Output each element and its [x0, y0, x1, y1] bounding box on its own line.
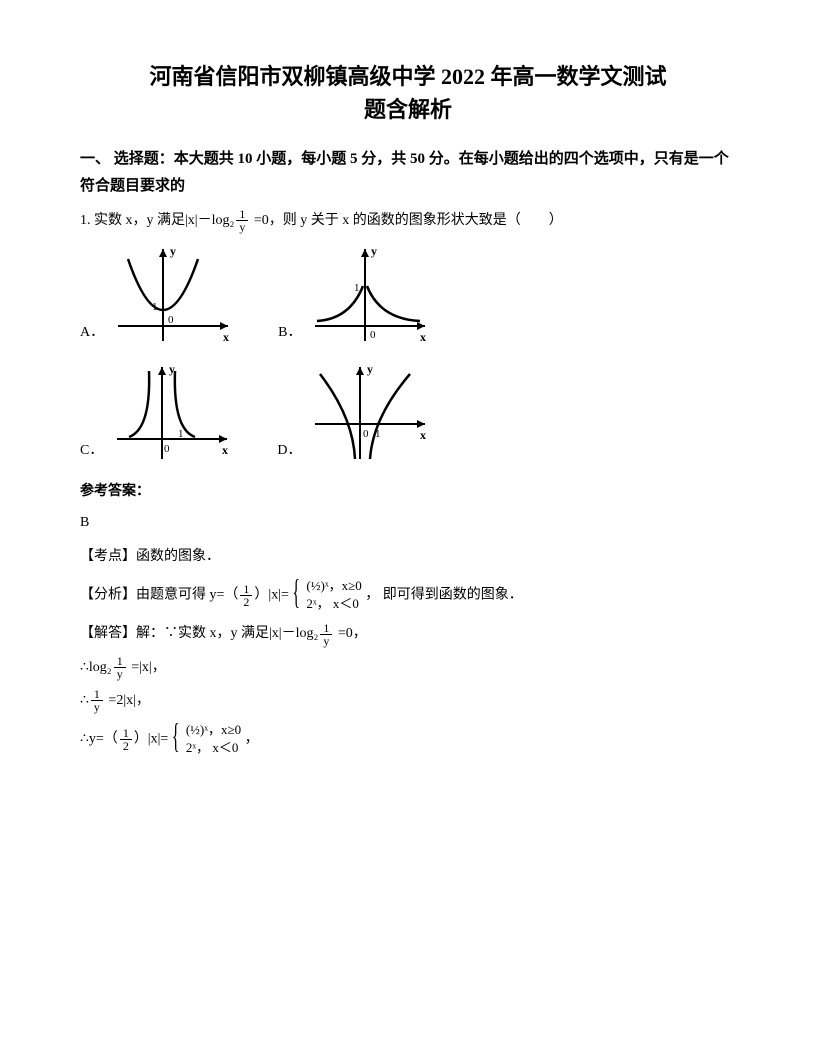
svg-text:y: y	[170, 244, 176, 258]
fenxi: 【分析】由题意可得 y=（12）|x|= (½)ˣ，x≥02ˣ， x＜0 ， 即…	[80, 577, 736, 613]
answer-value: B	[80, 510, 736, 535]
option-c-label: C．	[80, 438, 103, 469]
graph-option-a: x y 0 1	[108, 241, 238, 351]
svg-text:x: x	[420, 330, 426, 344]
svg-text:y: y	[371, 244, 377, 258]
svg-text:x: x	[420, 428, 426, 442]
option-d-label: D．	[277, 438, 301, 469]
step3: ∴y=（12）|x|= (½)ˣ，x≥02ˣ， x＜0 ，	[80, 721, 736, 757]
svg-text:y: y	[367, 362, 373, 376]
option-row-ab: A． x y 0 1 B． x y 0 1	[80, 241, 736, 351]
step2: ∴1y =2|x|，	[80, 688, 736, 713]
step1: ∴log₂1y =|x|，	[80, 655, 736, 680]
svg-text:0: 0	[363, 428, 369, 440]
jieda: 【解答】解：∵实数 x，y 满足|x|－log₂1y =0，	[80, 621, 736, 646]
svg-text:1: 1	[354, 282, 360, 294]
section-header: 一、 选择题：本大题共 10 小题，每小题 5 分，共 50 分。在每小题给出的…	[80, 146, 736, 200]
svg-text:x: x	[223, 330, 229, 344]
svg-text:0: 0	[164, 443, 170, 455]
graph-option-d: x y 0 1	[305, 359, 435, 469]
option-b-label: B．	[278, 320, 301, 351]
page-title: 河南省信阳市双柳镇高级中学 2022 年高一数学文测试 题含解析	[80, 60, 736, 126]
answer-label: 参考答案：	[80, 479, 736, 504]
graph-option-c: x y 0 1	[107, 359, 237, 469]
svg-text:1: 1	[178, 428, 184, 440]
question-1: 1. 实数 x，y 满足|x|－log₂1y =0，则 y 关于 x 的函数的图…	[80, 208, 736, 233]
kaodian: 【考点】函数的图象．	[80, 544, 736, 569]
svg-text:x: x	[222, 443, 228, 457]
option-a-label: A．	[80, 320, 104, 351]
option-row-cd: C． x y 0 1 D． x y 0 1	[80, 359, 736, 469]
graph-option-b: x y 0 1	[305, 241, 435, 351]
svg-text:0: 0	[168, 314, 174, 326]
svg-text:0: 0	[370, 329, 376, 341]
